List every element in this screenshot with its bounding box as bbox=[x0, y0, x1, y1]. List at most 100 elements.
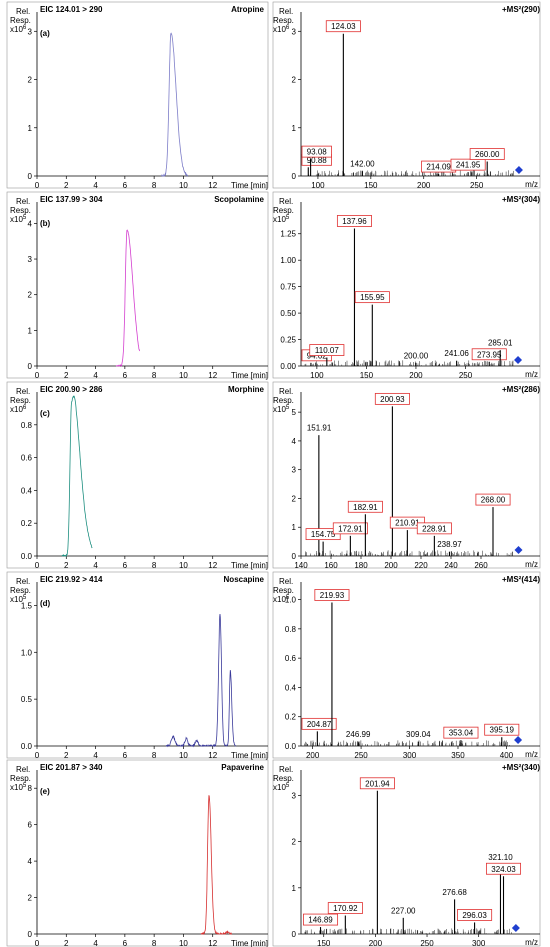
y-tick-label: 0.8 bbox=[285, 625, 297, 634]
panel-border bbox=[272, 381, 541, 569]
x-tick-label: 200 bbox=[306, 751, 320, 760]
panel-border bbox=[6, 759, 269, 947]
x-tick-label: 200 bbox=[417, 181, 431, 190]
peak-label: 395.19 bbox=[490, 726, 515, 735]
y-axis-label-resp: Resp. bbox=[10, 206, 31, 215]
x-tick-label: 180 bbox=[354, 561, 368, 570]
peak-label-box bbox=[416, 522, 452, 535]
y-axis-label-rel: Rel. bbox=[16, 765, 30, 774]
peak-label: 110.07 bbox=[315, 346, 339, 355]
y-tick-label: 0.0 bbox=[285, 742, 297, 751]
chromatogram-title: EIC 124.01 > 290 bbox=[40, 5, 103, 14]
peak-label-box bbox=[484, 723, 520, 736]
panel-letter: (b) bbox=[40, 219, 51, 228]
peak-label-box bbox=[347, 500, 383, 513]
panel-border bbox=[272, 1, 541, 189]
y-exponent-label: x105 bbox=[273, 783, 290, 792]
x-tick-label: 260 bbox=[474, 561, 488, 570]
y-tick-label: 5 bbox=[292, 408, 297, 417]
y-exponent-value: 5 bbox=[286, 405, 290, 411]
x-tick-label: 6 bbox=[123, 561, 128, 570]
x-tick-label: 300 bbox=[472, 939, 486, 947]
x-tick-label: 200 bbox=[369, 939, 383, 947]
y-axis-label-resp: Resp. bbox=[273, 396, 294, 405]
x-tick-label: 0 bbox=[35, 939, 40, 947]
peak-label-box bbox=[332, 522, 368, 535]
panel-letter: (a) bbox=[40, 29, 50, 38]
x-tick-label: 10 bbox=[179, 939, 188, 947]
peak-label: 93.08 bbox=[307, 148, 328, 157]
y-exponent-label: x106 bbox=[273, 25, 290, 34]
x-tick-label: 150 bbox=[360, 371, 374, 380]
peak-label-box bbox=[443, 726, 479, 739]
peak-label: 142.00 bbox=[350, 160, 375, 169]
noise-peaks bbox=[307, 170, 514, 176]
peak-label-box bbox=[336, 215, 372, 227]
x-tick-label: 2 bbox=[64, 751, 69, 760]
y-axis-label-resp: Resp. bbox=[10, 16, 31, 25]
x-tick-label: 12 bbox=[208, 371, 217, 380]
peak-label: 227.00 bbox=[391, 906, 416, 915]
x-tick-label: 250 bbox=[459, 371, 473, 380]
y-exponent-value: 5 bbox=[286, 595, 290, 601]
y-tick-label: 8 bbox=[28, 784, 33, 793]
x-axis-unit: m/z bbox=[525, 750, 538, 759]
y-tick-label: 0.2 bbox=[21, 519, 33, 528]
y-axis-label-rel: Rel. bbox=[279, 387, 293, 396]
y-exponent-value: 6 bbox=[286, 25, 290, 31]
peak-label-box bbox=[309, 344, 345, 356]
peak-label: 268.00 bbox=[481, 496, 506, 505]
peak-label-box bbox=[301, 717, 337, 730]
y-axis-label-rel: Rel. bbox=[279, 765, 293, 774]
y-tick-label: 1 bbox=[292, 884, 297, 893]
peak-label-box bbox=[486, 862, 522, 875]
x-tick-label: 8 bbox=[152, 371, 157, 380]
y-tick-label: 1.0 bbox=[285, 596, 297, 605]
x-tick-label: 12 bbox=[208, 751, 217, 760]
y-tick-label: 2 bbox=[28, 894, 33, 903]
y-tick-label: 0.25 bbox=[280, 336, 296, 345]
x-tick-label: 4 bbox=[93, 939, 98, 947]
y-tick-label: 0.00 bbox=[280, 362, 296, 371]
y-tick-label: 0.4 bbox=[21, 486, 33, 495]
x-axis-unit: m/z bbox=[525, 370, 538, 379]
y-tick-label: 1 bbox=[28, 124, 33, 133]
y-tick-label: 2 bbox=[28, 291, 33, 300]
panel-letter: (d) bbox=[40, 599, 51, 608]
y-exponent-label: x105 bbox=[273, 595, 290, 604]
peak-label-box bbox=[303, 913, 339, 926]
compound-name: Morphine bbox=[228, 385, 265, 394]
y-tick-label: 1.25 bbox=[280, 230, 296, 239]
y-tick-label: 0 bbox=[28, 362, 33, 371]
x-tick-label: 8 bbox=[152, 939, 157, 947]
peak-label: 90.88 bbox=[307, 156, 328, 165]
y-tick-label: 1 bbox=[292, 523, 297, 532]
compound-name: Noscapine bbox=[224, 575, 265, 584]
noise-peaks bbox=[304, 360, 514, 366]
panel-border bbox=[6, 381, 269, 569]
y-exponent-label: x105 bbox=[10, 595, 27, 604]
x-tick-label: 100 bbox=[311, 181, 325, 190]
y-tick-label: 0.6 bbox=[285, 654, 297, 663]
panel-border bbox=[272, 571, 541, 759]
noise-peaks bbox=[305, 550, 513, 556]
y-axis-label-rel: Rel. bbox=[16, 577, 30, 586]
ms2-title: +MS²(304) bbox=[502, 195, 540, 204]
x-tick-label: 0 bbox=[35, 561, 40, 570]
y-tick-label: 4 bbox=[28, 219, 33, 228]
noise-peaks bbox=[304, 928, 512, 934]
peak-label-box bbox=[314, 589, 350, 601]
y-tick-label: 0.6 bbox=[21, 454, 33, 463]
x-axis-unit: Time [min] bbox=[231, 751, 268, 760]
ms2-title: +MS²(290) bbox=[502, 5, 540, 14]
y-axis-label-rel: Rel. bbox=[16, 197, 30, 206]
x-tick-label: 150 bbox=[317, 939, 331, 947]
x-tick-label: 400 bbox=[500, 751, 514, 760]
x-tick-label: 8 bbox=[152, 181, 157, 190]
compound-name: Atropine bbox=[231, 5, 264, 14]
peak-label: 241.95 bbox=[456, 161, 481, 170]
peak-label-box bbox=[450, 158, 486, 171]
peak-label-box bbox=[469, 148, 505, 160]
y-tick-label: 6 bbox=[28, 821, 33, 830]
panel-letter: (e) bbox=[40, 787, 50, 796]
